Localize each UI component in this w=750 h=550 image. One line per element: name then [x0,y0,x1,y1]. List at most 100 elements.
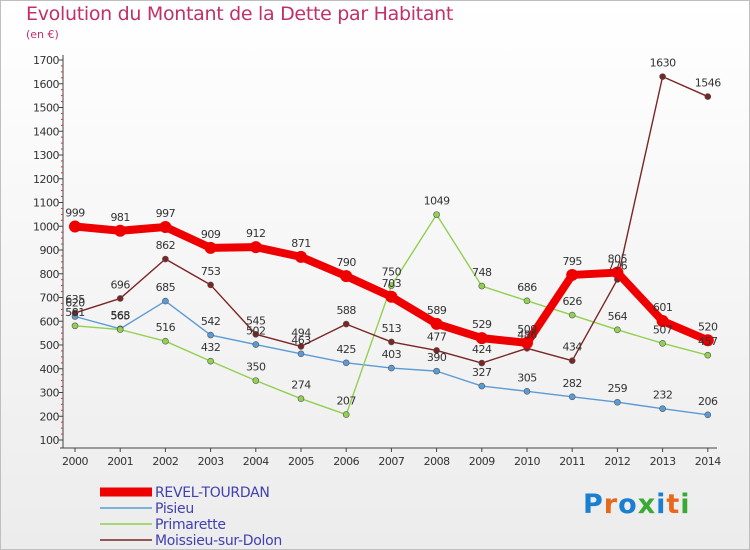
data-label: 516 [156,321,176,334]
data-label: 750 [382,266,402,279]
logo-letter: x [637,489,657,520]
x-tick-label: 2006 [333,455,359,468]
data-label: 1546 [695,77,721,90]
x-tick-label: 2003 [198,455,224,468]
data-label: 542 [201,315,221,328]
data-point [521,336,533,349]
data-label: 390 [427,351,447,364]
data-point [433,347,440,354]
y-tick-label: 1300 [33,149,59,162]
data-point [523,388,531,395]
logo-letter: o [618,489,638,520]
data-point [388,282,395,289]
series-lines [69,73,714,419]
data-point [114,224,127,237]
data-point [252,331,260,338]
data-point [340,270,353,283]
y-tick-label: 100 [40,434,60,447]
x-tick-label: 2001 [107,455,133,468]
data-label: 568 [110,309,130,322]
data-point [566,268,579,281]
data-point [249,241,262,254]
data-label: 425 [336,343,356,356]
y-tick-label: 600 [40,315,60,328]
y-tick-label: 900 [40,244,60,257]
data-point [342,359,350,367]
data-point [388,338,395,346]
x-tick-label: 2013 [650,455,676,468]
data-label: 620 [65,297,85,310]
y-tick-label: 1100 [33,197,59,210]
data-label: 686 [517,281,537,294]
data-point [523,297,531,305]
data-label: 753 [201,265,221,278]
data-point [478,359,486,367]
data-label: 350 [246,361,266,374]
data-label: 327 [472,366,492,379]
data-point [162,255,169,263]
data-point [297,395,305,402]
data-label: 502 [246,325,266,338]
data-label: 696 [110,278,130,291]
data-label: 207 [336,395,356,408]
y-tick-label: 500 [40,339,60,352]
y-tick-label: 1700 [33,54,59,67]
data-label: 564 [608,310,628,323]
data-label: 589 [427,304,447,317]
data-point [475,332,488,345]
data-point [162,337,169,345]
data-label: 403 [382,348,402,361]
chart-axes: 100 200 300 400 500 600 700 800 900 1000 1100 1200 1… [33,54,722,468]
data-label: 703 [382,277,402,290]
data-point [71,322,79,330]
legend-label: Primarette [155,517,226,533]
chart-legend: REVEL-TOURDANPisieuPrimaretteMoissieu-su… [100,485,282,549]
data-point [116,326,124,333]
data-label: 477 [427,330,447,343]
data-point [116,295,124,302]
legend-label: REVEL-TOURDAN [155,485,270,501]
data-label: 601 [653,301,673,314]
data-label: 434 [562,341,582,354]
proxiti-logo: Proxiti [583,489,691,520]
y-tick-label: 1400 [33,125,59,138]
data-point [162,297,169,305]
x-tick-label: 2007 [378,455,404,468]
data-point [430,317,443,330]
data-point [295,250,307,263]
data-label: 463 [291,334,311,347]
data-label: 513 [382,322,402,335]
data-label: 424 [472,343,492,356]
data-label: 909 [201,228,221,241]
data-label: 232 [653,389,673,402]
data-label: 871 [291,237,311,250]
data-point [568,357,576,364]
data-point [297,350,305,358]
x-tick-label: 2002 [152,455,178,468]
data-point [388,364,395,372]
data-point [207,357,214,365]
data-label: 545 [246,314,266,327]
y-tick-label: 1500 [33,102,59,115]
data-label: 457 [698,335,718,348]
data-label: 494 [291,326,311,339]
x-tick-label: 2004 [243,455,269,468]
data-label: 206 [698,395,718,408]
data-point [659,340,666,347]
data-label: 790 [336,256,356,269]
data-point [433,211,440,218]
data-point [71,309,79,317]
data-label: 520 [698,320,718,333]
data-label: 529 [472,318,492,331]
data-label: 259 [608,382,628,395]
data-point [385,290,398,303]
logo-letter: i [656,489,667,520]
x-tick-label: 2009 [469,455,495,468]
data-point [611,266,624,279]
y-tick-label: 1000 [33,220,59,233]
data-label: 748 [472,266,492,279]
data-label: 862 [156,239,176,252]
legend-label: Pisieu [155,501,194,517]
logo-letter: i [680,489,691,520]
